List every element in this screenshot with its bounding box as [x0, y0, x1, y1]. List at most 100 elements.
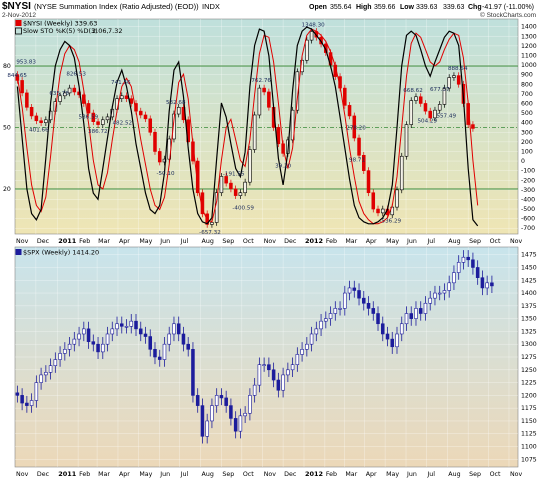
- nysi-annotation: 888.54: [448, 66, 468, 72]
- y-tick-label: 200: [521, 139, 533, 146]
- spx-candle: [366, 302, 371, 309]
- y-tick-label: 1450: [521, 264, 537, 271]
- nysi-annotation: 98.71: [349, 158, 365, 164]
- nysi-candle: [25, 92, 29, 108]
- spx-candle: [475, 267, 480, 278]
- spx-candle: [15, 392, 20, 396]
- spx-candle: [148, 336, 153, 350]
- y-tick-label: 1400: [521, 290, 537, 297]
- nysi-candle: [143, 114, 148, 120]
- header-low-value: 339.63: [416, 4, 438, 11]
- x-tick-label: Jul: [180, 238, 189, 245]
- spx-candle: [376, 313, 380, 325]
- nysi-candle: [44, 119, 48, 123]
- nysi-candle: [63, 92, 67, 97]
- spx-candle: [466, 256, 470, 261]
- x-tick-label: Oct: [490, 238, 501, 245]
- bottom-legend: $SPX (Weekly) 1414.20: [15, 249, 99, 257]
- spx-candle: [347, 287, 352, 294]
- x-tick-label: Dec: [284, 471, 297, 478]
- y-tick-label: 700: [521, 91, 533, 98]
- x-tick-label: 2011: [58, 470, 77, 478]
- x-tick-label: 2012: [305, 470, 323, 478]
- nysi-annotation: 677.37: [430, 87, 450, 93]
- spx-candle: [309, 333, 314, 345]
- header-chg-label: Chg: [468, 4, 482, 11]
- spx-candle: [39, 374, 43, 383]
- x-tick-label: Jun: [406, 238, 417, 245]
- y-tick-label: 300: [521, 129, 533, 136]
- spx-candle: [276, 379, 281, 391]
- x-tick-label: Nov: [16, 471, 29, 478]
- y-tick-label: -100: [521, 168, 535, 175]
- nysi-candle: [39, 120, 43, 123]
- y-tick-label: 1175: [521, 405, 537, 412]
- nysi-annotation: 953.83: [16, 60, 36, 66]
- nysi-candle: [362, 154, 366, 171]
- spx-candle: [115, 323, 119, 330]
- spx-candle: [205, 420, 209, 437]
- nysi-annotation: 278.20: [346, 125, 366, 131]
- nysi-candle: [324, 43, 328, 53]
- y-tick-label: 900: [521, 72, 533, 79]
- spx-candle: [357, 290, 361, 299]
- header-open-value: 355.64: [330, 4, 352, 11]
- x-tick-label: Feb: [79, 471, 90, 478]
- y-tick-label: 1200: [521, 392, 537, 399]
- sto-k-line: [16, 26, 479, 227]
- nysi-candle: [267, 91, 271, 108]
- nysi-candle: [124, 95, 129, 99]
- spx-candle: [437, 292, 442, 295]
- header-high-value: 359.66: [374, 4, 396, 11]
- nysi-candle: [210, 222, 214, 225]
- nysi-annotation: -50.10: [156, 171, 174, 177]
- nysi-candle: [224, 176, 228, 184]
- spx-candle: [229, 405, 233, 419]
- spx-candle: [167, 333, 171, 345]
- chart-header: $NYSI (NYSE Summation Index (Ratio Adjus…: [2, 1, 536, 19]
- nysi-annotation: 741.56: [111, 80, 131, 86]
- spx-candle: [433, 292, 437, 299]
- spx-candle: [305, 343, 309, 350]
- nysi-candle: [409, 100, 414, 125]
- nysi-annotation: -536.29: [380, 219, 402, 225]
- spx-candle: [96, 343, 100, 353]
- y-tick-label: 1000: [521, 62, 537, 69]
- y-tick-label: -400: [521, 196, 535, 203]
- x-tick-label: Oct: [243, 238, 254, 245]
- spx-candle: [105, 333, 110, 345]
- nysi-candle: [447, 77, 451, 89]
- spx-candle: [124, 326, 129, 328]
- spx-candle: [195, 395, 200, 406]
- y-tick-label: 500: [521, 110, 533, 117]
- y-tick-label: 0: [521, 158, 525, 165]
- spx-candle: [58, 353, 62, 360]
- spx-candle: [110, 328, 115, 335]
- nysi-candle: [433, 109, 437, 119]
- y-tick-label: -200: [521, 177, 535, 184]
- spx-candle: [442, 290, 447, 294]
- x-tick-label: Nov: [510, 471, 523, 478]
- nysi-candle: [29, 107, 34, 117]
- nysi-candle: [195, 160, 200, 194]
- nysi-annotation: 1348.30: [302, 23, 326, 29]
- spx-candle: [423, 302, 428, 314]
- nysi-candle: [238, 192, 243, 196]
- y-tick-label: 1075: [521, 456, 537, 463]
- nysi-candle: [96, 121, 100, 125]
- spx-candle: [257, 364, 262, 386]
- nysi-annotation: 401.66: [29, 128, 49, 134]
- spx-candle: [490, 282, 494, 287]
- x-tick-label: 2011: [58, 237, 77, 245]
- nysi-annotation: 532.68: [166, 100, 186, 106]
- spx-candle: [286, 369, 290, 376]
- x-tick-label: Sep: [469, 238, 481, 245]
- spx-candle: [181, 333, 186, 345]
- y-tick-label: 1400: [521, 24, 537, 31]
- spx-candle: [101, 343, 105, 353]
- nysi-candle: [352, 115, 357, 139]
- spx-candle: [44, 372, 48, 376]
- nysi-candle: [176, 107, 181, 115]
- legend-spx-swatch: [15, 249, 22, 255]
